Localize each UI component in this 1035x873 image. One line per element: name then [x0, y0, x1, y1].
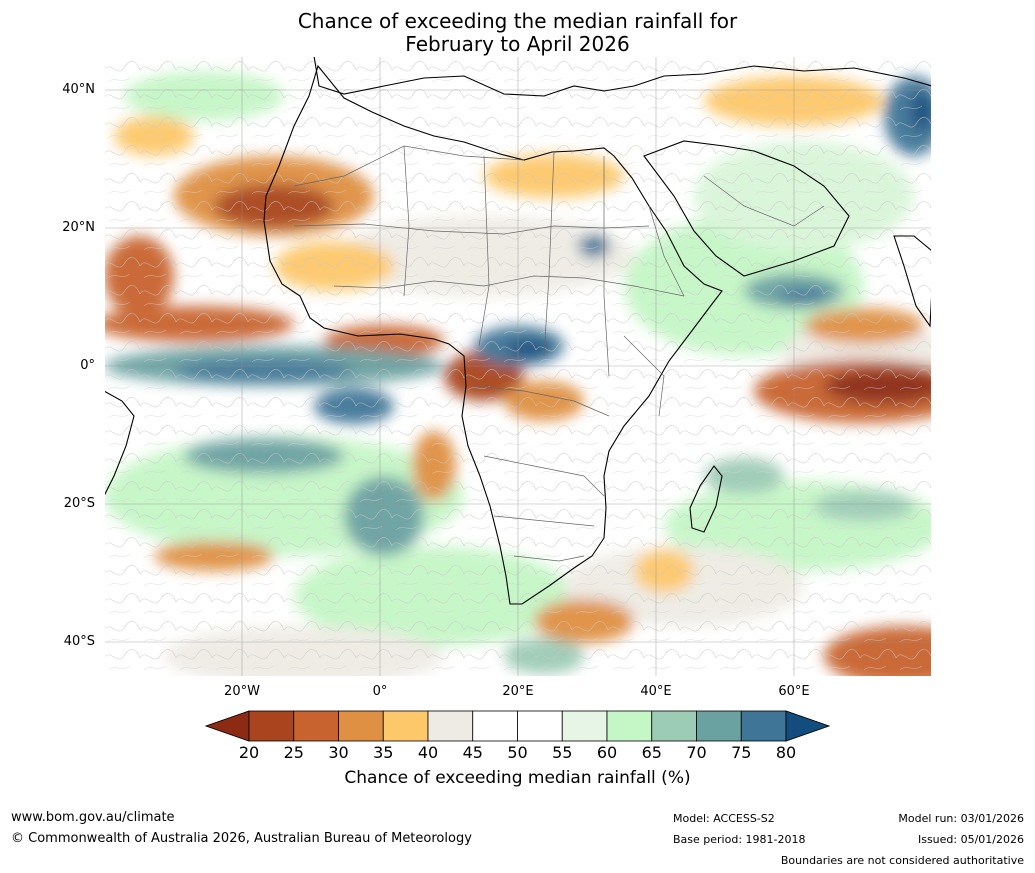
coastlines	[104, 56, 932, 605]
graticule	[104, 56, 932, 677]
colorbar-segment	[248, 710, 295, 742]
colorbar-segment	[293, 710, 339, 742]
lat-label-20n: 20°N	[62, 220, 95, 235]
colorbar-tick-label: 60	[596, 743, 618, 762]
colorbar-arrow-low	[205, 710, 250, 742]
colorbar-tick-label: 40	[417, 743, 439, 762]
colorbar-tick-label: 65	[641, 743, 662, 762]
colorbar-tick-label: 55	[552, 743, 573, 762]
madagascar-coastline	[689, 465, 723, 533]
footer-issued: Issued: 05/01/2026	[917, 833, 1024, 846]
lat-label-40n: 40°N	[62, 82, 95, 97]
title-line-1: Chance of exceeding the median rainfall …	[297, 9, 738, 33]
footer-model: Model: ACCESS-S2	[673, 812, 775, 825]
colorbar-segment	[517, 710, 563, 742]
colorbar-segment	[382, 710, 429, 742]
colorbar-arrow-high	[785, 710, 830, 742]
europe-coastline	[313, 56, 932, 97]
footer-base-period: Base period: 1981-2018	[673, 833, 806, 846]
footer-model-run: Model run: 03/01/2026	[898, 812, 1024, 825]
africa-coastline	[263, 64, 723, 605]
rainfall-probability-map	[104, 56, 932, 677]
colorbar-tick-label: 80	[775, 743, 797, 762]
colorbar-segment	[606, 710, 653, 742]
colorbar-segment	[561, 710, 608, 742]
lon-label-60e: 60°E	[778, 684, 810, 699]
colorbar	[205, 710, 830, 742]
colorbar-label: Chance of exceeding median rainfall (%)	[344, 768, 691, 788]
footer-website: www.bom.gov.au/climate	[11, 810, 175, 825]
colorbar-tick-label: 20	[238, 743, 260, 762]
arabian-peninsula-coastline	[643, 140, 850, 277]
colorbar-tick-label: 50	[507, 743, 528, 762]
colorbar-tick-label: 70	[686, 743, 707, 762]
colorbar-tick-label: 30	[328, 743, 349, 762]
footer-copyright: © Commonwealth of Australia 2026, Austra…	[11, 831, 472, 846]
lon-label-20e: 20°E	[502, 684, 534, 699]
lat-label-20s: 20°S	[63, 496, 95, 511]
colorbar-segment	[740, 710, 787, 742]
country-borders	[293, 145, 825, 562]
colorbar-tick-label: 75	[731, 743, 752, 762]
lon-label-20w: 20°W	[224, 684, 260, 699]
lat-label-40s: 40°S	[63, 634, 95, 649]
colorbar-tick-label: 35	[373, 743, 394, 762]
footer-disclaimer: Boundaries are not considered authoritat…	[780, 854, 1024, 867]
south-america-coastline	[104, 390, 135, 497]
chart-title: Chance of exceeding the median rainfall …	[0, 10, 1035, 56]
colorbar-segment	[696, 710, 742, 742]
colorbar-segment	[472, 710, 518, 742]
lon-label-0: 0°	[372, 684, 388, 699]
colorbar-segment	[651, 710, 697, 742]
title-line-2: February to April 2026	[405, 32, 630, 56]
colorbar-tick-label: 25	[283, 743, 304, 762]
colorbar-segment	[338, 710, 384, 742]
lat-label-0: 0°	[80, 358, 95, 373]
colorbar-segment	[427, 710, 474, 742]
colorbar-tick-label: 45	[462, 743, 483, 762]
lon-label-40e: 40°E	[640, 684, 672, 699]
